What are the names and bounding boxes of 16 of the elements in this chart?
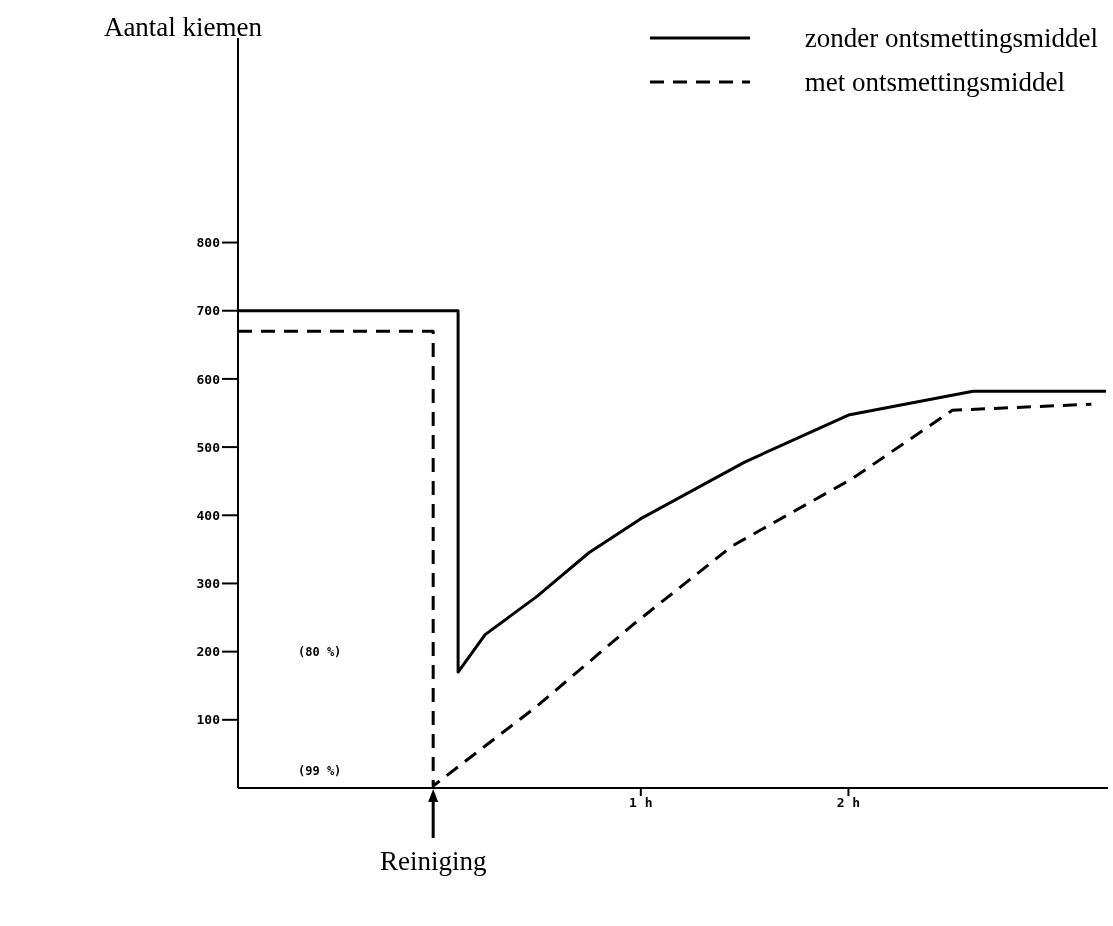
- y-axis-title: Aantal kiemen: [103, 12, 263, 42]
- x-tick-label: 2 h: [836, 795, 861, 811]
- x-tick-label: 1 h: [629, 795, 653, 811]
- legend-label: met ontsmettingsmiddel: [804, 66, 1066, 98]
- annotation: (80 %): [298, 644, 342, 660]
- y-tick-label: 300: [196, 576, 221, 592]
- annotation: Reiniging: [379, 846, 487, 876]
- annotation: (99 %): [298, 763, 342, 779]
- y-tick-label: 700: [196, 303, 221, 319]
- legend-label: zonder ontsmettingsmiddel: [804, 22, 1098, 54]
- y-tick-label: 400: [196, 507, 221, 523]
- y-tick-label: 800: [196, 235, 221, 251]
- y-tick-label: 200: [196, 644, 221, 660]
- y-tick-label: 500: [196, 439, 221, 455]
- y-tick-label: 100: [196, 712, 221, 728]
- y-tick-label: 600: [196, 371, 221, 387]
